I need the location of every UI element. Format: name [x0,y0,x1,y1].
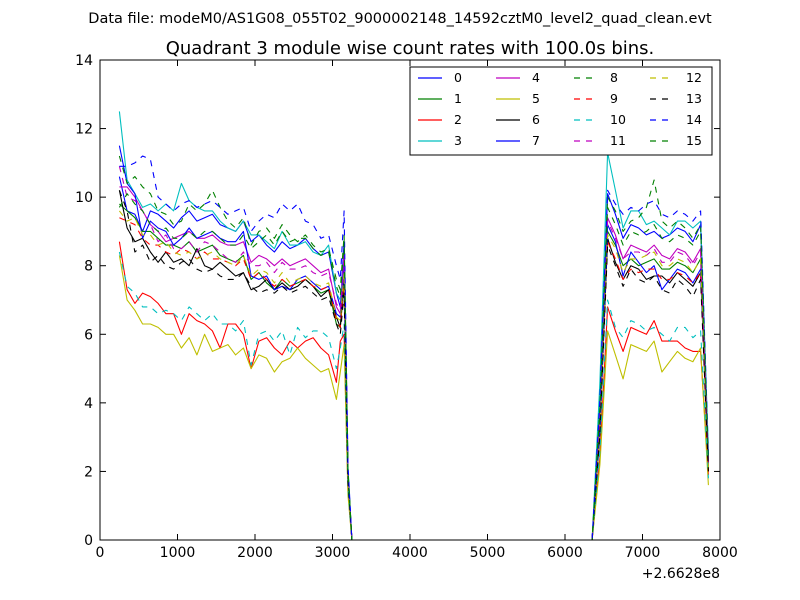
x-tick-label: 0 [96,545,105,561]
x-offset-label: +2.6628e8 [642,566,720,582]
y-tick-label: 10 [75,190,93,206]
legend-label-9: 9 [610,91,618,106]
legend-label-14: 14 [686,112,702,127]
x-tick-label: 1000 [160,545,196,561]
series-line-4 [119,186,709,541]
series-line-9 [119,217,709,541]
plot-lines [118,111,709,541]
legend-label-2: 2 [454,112,462,127]
y-tick-label: 8 [84,259,93,275]
series-line-5 [118,255,709,541]
y-tick-label: 4 [84,396,93,412]
legend-label-11: 11 [610,133,626,148]
x-tick-label: 6000 [547,545,583,561]
y-tick-label: 0 [84,533,93,549]
legend-label-7: 7 [532,133,540,148]
series-line-8 [118,155,709,541]
legend-box [409,66,713,156]
series-line-0 [118,176,709,541]
series-line-10 [118,251,709,541]
legend-label-13: 13 [686,91,702,106]
legend-label-3: 3 [454,133,462,148]
y-tick-label: 2 [84,464,93,480]
series-line-15 [118,193,709,541]
series-line-2 [118,241,709,541]
axes: 0 1000 2000 3000 4000 5000 6000 7000 80000246810… [75,53,738,561]
x-tick-label: 2000 [237,545,273,561]
series-line-13 [118,190,709,541]
y-tick-label: 14 [75,53,93,69]
y-tick-label: 6 [84,327,93,343]
legend-label-1: 1 [454,91,462,106]
x-tick-label: 3000 [315,545,351,561]
legend-label-15: 15 [686,133,702,148]
x-tick-label: 4000 [392,545,428,561]
legend-label-5: 5 [532,91,540,106]
x-tick-label: 8000 [702,545,738,561]
legend-label-8: 8 [610,70,618,85]
x-tick-label: 5000 [470,545,506,561]
series-line-11 [118,166,709,541]
legend-label-4: 4 [532,70,540,85]
legend-label-0: 0 [454,70,462,85]
legend-label-10: 10 [610,112,626,127]
legend-label-6: 6 [532,112,540,127]
series-line-12 [118,210,709,541]
series-line-3 [118,111,709,541]
y-tick-label: 12 [75,122,93,138]
chart-suptitle: Data file: modeM0/AS1G08_055T02_90000021… [88,11,712,27]
chart-title: Quadrant 3 module wise count rates with … [166,38,655,59]
series-line-6 [118,190,709,541]
legend-label-12: 12 [686,70,702,85]
x-tick-label: 7000 [625,545,661,561]
